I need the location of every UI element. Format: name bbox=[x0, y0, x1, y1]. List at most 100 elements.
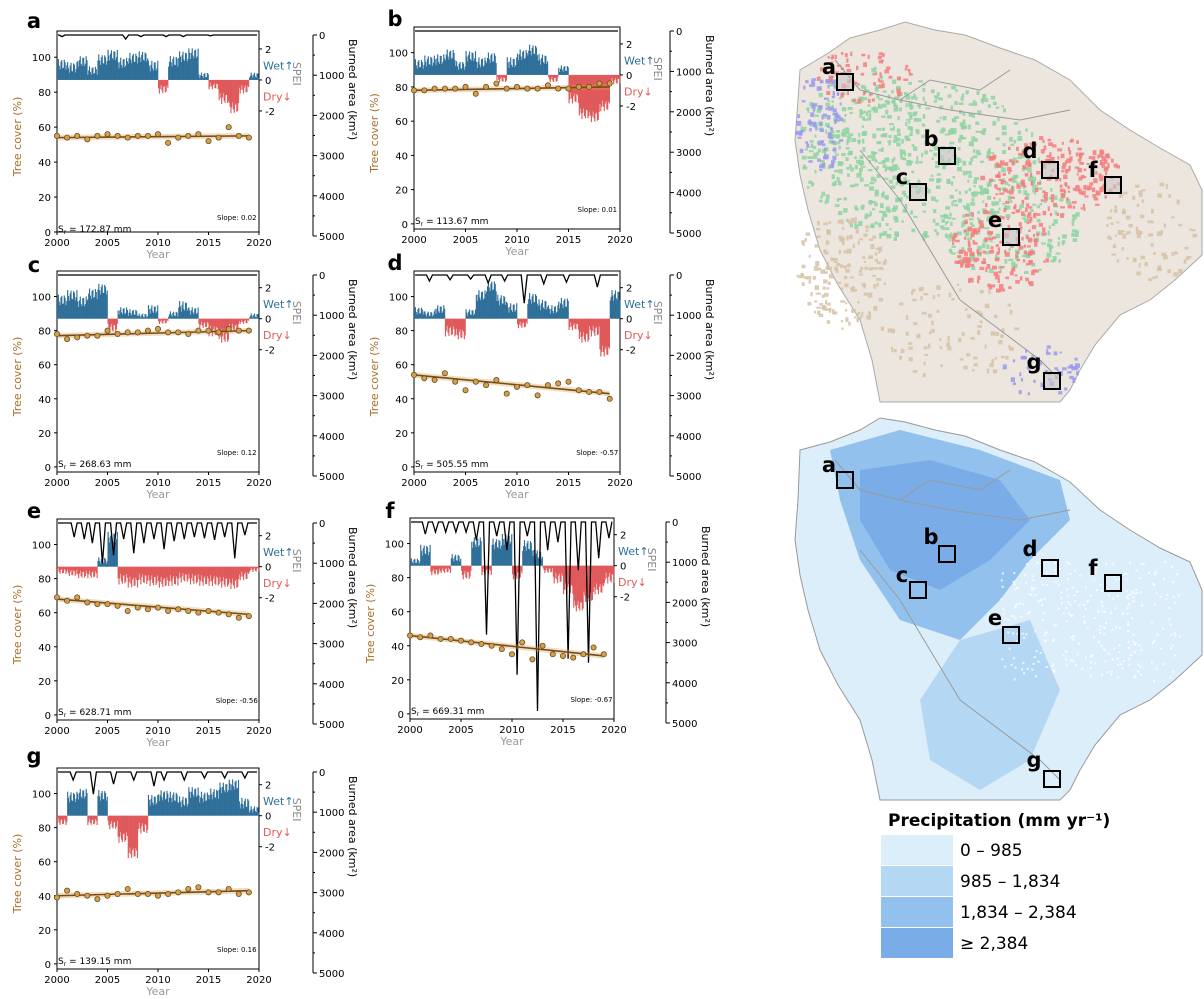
map-pixel bbox=[1086, 163, 1090, 165]
spei-wet-bar bbox=[169, 311, 171, 319]
spei-wet-bar bbox=[57, 64, 59, 80]
spei-dry-bar bbox=[564, 565, 566, 584]
spei-dry-bar bbox=[147, 566, 149, 581]
spei-wet-bar bbox=[190, 791, 192, 816]
map-pixel bbox=[1016, 632, 1019, 635]
spei-dry-bar bbox=[136, 815, 139, 859]
map-pixel bbox=[933, 145, 939, 151]
spei-dry-bar bbox=[248, 566, 251, 572]
spei-dry-bar bbox=[600, 318, 602, 357]
map-pixel bbox=[852, 243, 855, 249]
spei-dry-bar bbox=[176, 566, 178, 579]
spei-wet-bar bbox=[88, 66, 91, 80]
spei-dry-bar bbox=[109, 815, 111, 830]
y-tick-label: 100 bbox=[32, 790, 51, 801]
spei-wet-bar bbox=[558, 301, 560, 319]
spei-wet-bar bbox=[189, 797, 192, 816]
map-pixel bbox=[971, 136, 976, 141]
map-pixel bbox=[1037, 213, 1041, 216]
map-pixel bbox=[1090, 564, 1093, 567]
tree-cover-point bbox=[245, 889, 252, 896]
spei-wet-bar bbox=[132, 309, 134, 319]
map-pixel bbox=[1030, 250, 1035, 255]
map-pixel bbox=[1138, 192, 1143, 197]
map-pixel bbox=[827, 125, 830, 128]
spei-wet-bar bbox=[253, 313, 256, 319]
spei-dry-bar bbox=[68, 566, 70, 577]
map-pixel bbox=[1003, 208, 1007, 213]
spei-wet-bar bbox=[493, 281, 495, 319]
spei-wet-bar bbox=[515, 310, 517, 319]
tree-cover-axis-label: Tree cover (%) bbox=[364, 584, 377, 665]
map-pixel bbox=[1139, 665, 1142, 668]
map-pixel bbox=[861, 311, 864, 317]
spei-dry-bar bbox=[146, 815, 148, 833]
burned-tick-label: 0 bbox=[676, 271, 682, 282]
map-pixel bbox=[1001, 585, 1004, 588]
x-tick-label: 2010 bbox=[145, 975, 170, 986]
map-pixel bbox=[1134, 674, 1137, 677]
spei-wet-bar bbox=[541, 299, 544, 319]
spei-wet-bar bbox=[498, 300, 500, 319]
map-pixel bbox=[903, 193, 907, 197]
spei-dry-bar bbox=[456, 318, 458, 329]
spei-wet-bar bbox=[223, 790, 225, 816]
map-pixel bbox=[1008, 178, 1013, 182]
spei-wet-bar bbox=[510, 541, 512, 566]
spei-wet-bar bbox=[83, 65, 86, 80]
map-pixel bbox=[1130, 654, 1133, 656]
map-pixel bbox=[975, 121, 980, 125]
map-pixel bbox=[849, 111, 853, 114]
map-pixel bbox=[884, 69, 889, 74]
tree-cover-point bbox=[245, 134, 252, 141]
spei-dry-bar bbox=[130, 815, 132, 855]
map-pixel bbox=[866, 214, 870, 218]
map-pixel bbox=[888, 142, 891, 146]
map-pixel bbox=[1120, 194, 1124, 198]
map-pixel bbox=[973, 185, 976, 188]
map-pixel bbox=[999, 284, 1004, 289]
map-pixel bbox=[946, 234, 949, 239]
map-pixel bbox=[1076, 173, 1079, 176]
map-pixel bbox=[999, 268, 1002, 272]
y-tick-label: 40 bbox=[391, 642, 404, 653]
spei-dry-bar bbox=[152, 566, 155, 586]
spei-wet-bar bbox=[126, 309, 128, 319]
map-pixel bbox=[1025, 581, 1028, 584]
tree-cover-point bbox=[606, 80, 613, 87]
spei-dry-bar bbox=[455, 318, 457, 335]
spei-dry-bar bbox=[602, 74, 604, 107]
spei-wet-bar bbox=[250, 313, 252, 319]
spei-dry-bar bbox=[221, 79, 224, 98]
spei-wet-bar bbox=[75, 69, 77, 80]
spei-dry-bar bbox=[114, 318, 116, 326]
map-pixel bbox=[858, 270, 863, 273]
map-pixel bbox=[819, 128, 824, 132]
spei-wet-bar bbox=[559, 68, 562, 75]
site-box-b bbox=[938, 147, 956, 165]
spei-wet-bar bbox=[475, 547, 477, 566]
spei-dry-bar bbox=[163, 566, 166, 579]
map-pixel bbox=[848, 220, 852, 224]
map-pixel bbox=[833, 258, 838, 263]
spei-wet-bar bbox=[155, 70, 157, 80]
map-pixel bbox=[964, 205, 968, 210]
spei-wet-bar bbox=[118, 68, 120, 80]
map-pixel bbox=[1015, 256, 1019, 261]
spei-dry-bar bbox=[595, 318, 598, 327]
spei-dry-bar bbox=[605, 74, 607, 102]
map-pixel bbox=[857, 312, 860, 316]
map-pixel bbox=[1103, 627, 1106, 630]
map-pixel bbox=[1034, 270, 1039, 273]
spei-wet-bar bbox=[194, 789, 196, 816]
spei-wet-bar bbox=[474, 51, 477, 75]
map-pixel bbox=[863, 97, 868, 101]
map-pixel bbox=[1074, 357, 1078, 361]
map-pixel bbox=[1069, 156, 1073, 162]
map-pixel bbox=[957, 147, 961, 151]
map-pixel bbox=[944, 233, 948, 238]
spei-dry-bar bbox=[125, 566, 127, 582]
map-pixel bbox=[1054, 367, 1058, 370]
spei-wet-bar bbox=[509, 306, 511, 319]
map-pixel bbox=[1007, 217, 1010, 220]
